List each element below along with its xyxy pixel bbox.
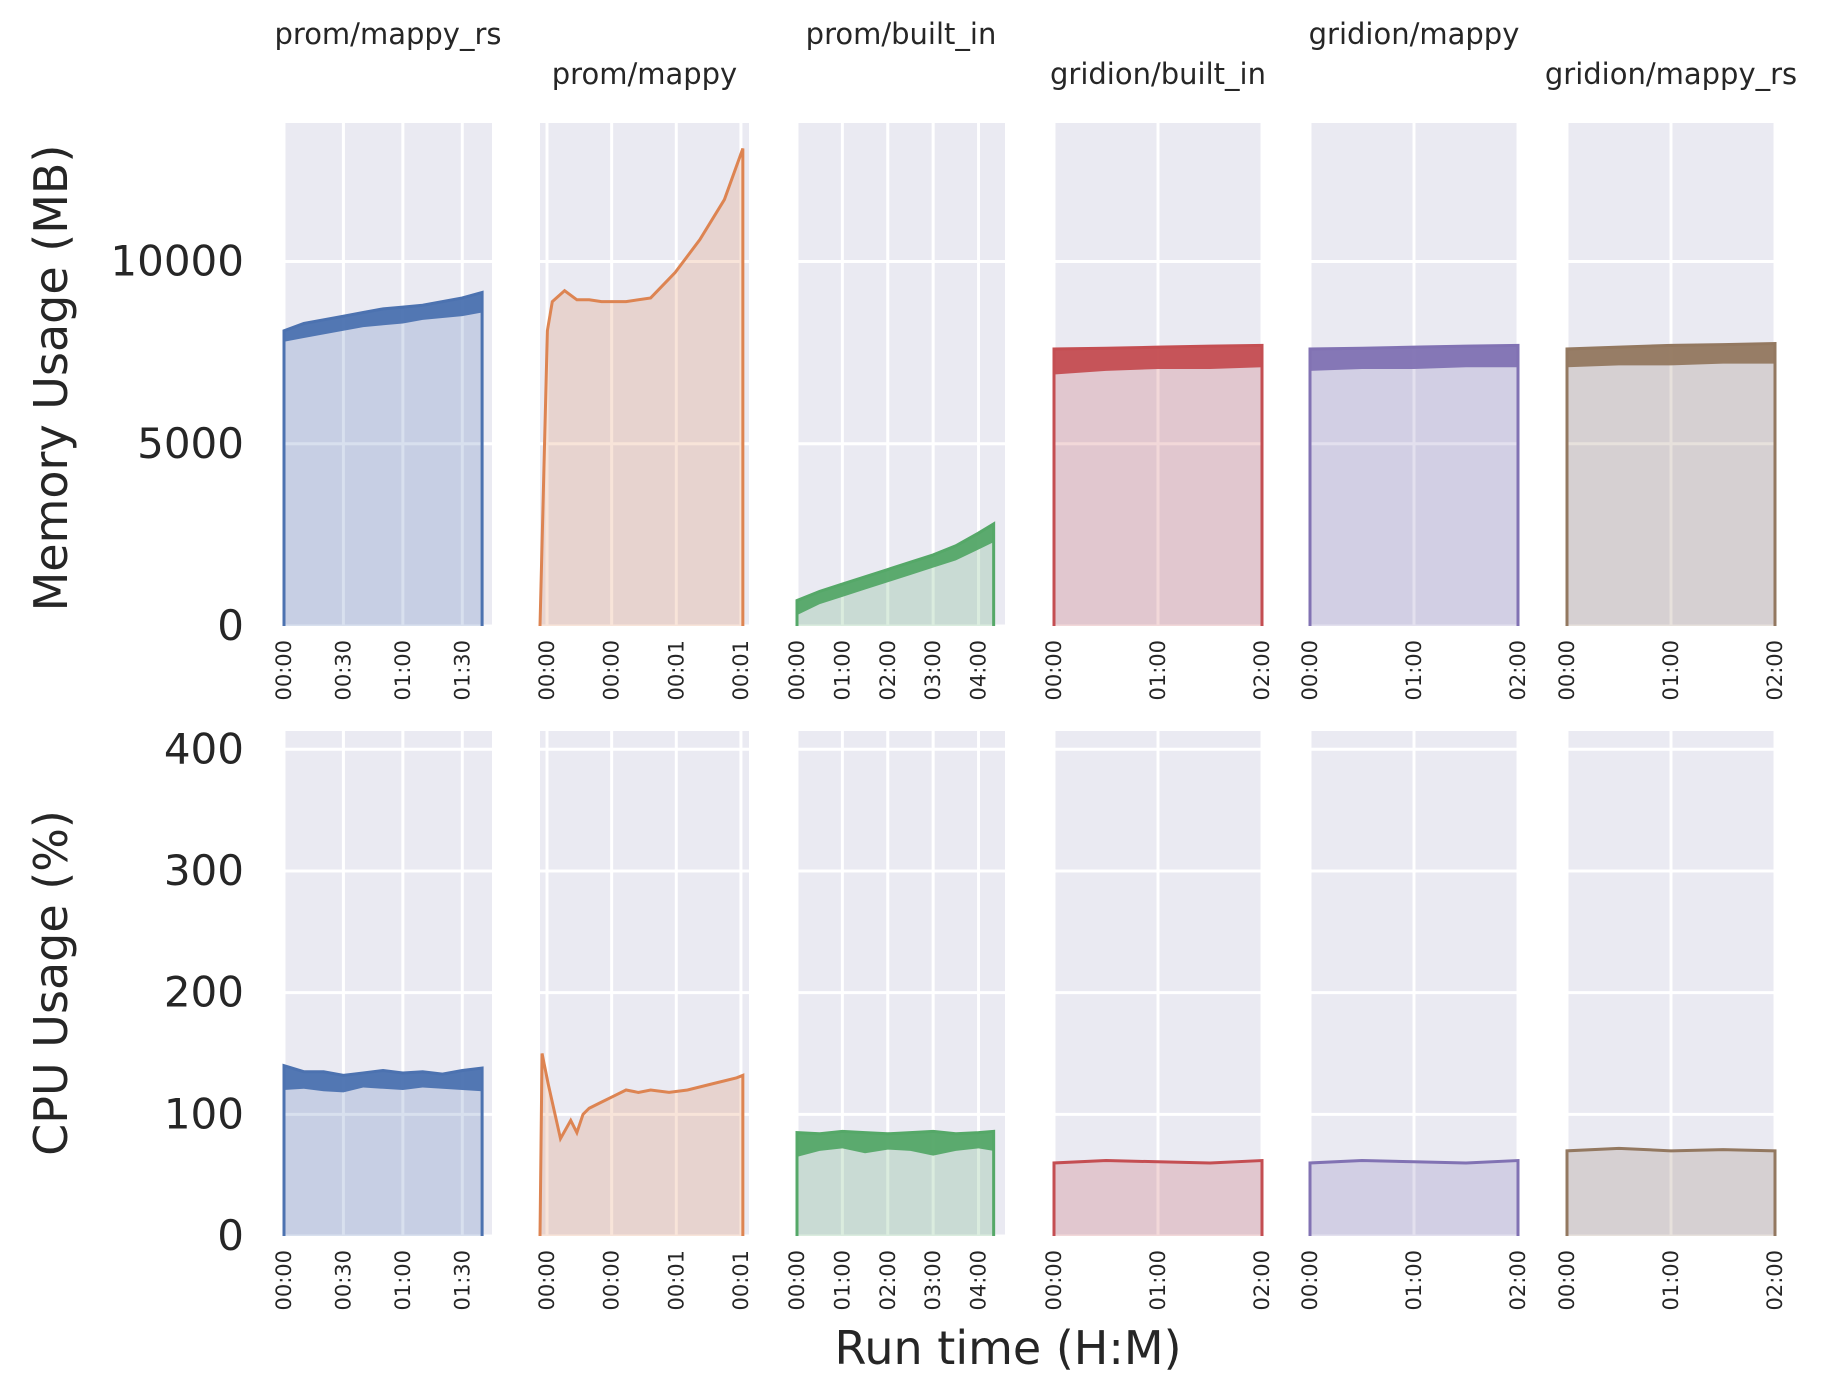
gridion-mappy-rs-cpu-xtick-label: 01:00 — [1659, 1250, 1683, 1311]
prom-mappy-cpu-area-fill — [540, 1053, 743, 1236]
gridion-mappy-rs-cpu-panel: 00:00 01:00 02:00 — [1555, 731, 1787, 1311]
gridion-mappy-cpu-xtick-label: 00:00 — [1298, 1250, 1322, 1311]
gridion-mappy-memory-area-fill — [1310, 345, 1518, 626]
prom-mappy-memory-plot-area — [540, 123, 749, 626]
prom-built-in-cpu-xtick-label: 02:00 — [876, 1250, 900, 1311]
xlabel: Run time (H:M) — [834, 1321, 1181, 1375]
prom-mappy-cpu-xtick-label: 00:01 — [664, 1250, 688, 1311]
gridion-mappy-cpu-area-fill — [1310, 1160, 1518, 1236]
prom-built-in-cpu-panel: 00:00 01:00 02:00 03:00 04:00 — [785, 731, 1005, 1311]
prom-built-in-cpu-xtick-label: 00:00 — [785, 1250, 809, 1311]
prom-mappy-rs-cpu-panel: 0 100 200 300 400 00:00 00:30 01:00 01:30 — [164, 724, 492, 1311]
panels: 0 5000 10000 00:00 00:30 01:00 01:30 prom/mappy… — [110, 17, 1797, 1311]
gridion-built-in-memory-range-band — [1054, 345, 1262, 375]
gridion-mappy-memory-range-band — [1310, 345, 1518, 371]
prom-mappy-memory-area-fill — [540, 148, 743, 626]
prom-mappy-rs-cpu-xtick-label: 01:30 — [450, 1250, 474, 1311]
prom-built-in-cpu-series-line — [795, 1129, 996, 1236]
gridion-built-in-memory-title: gridion/built_in — [1050, 57, 1266, 91]
prom-built-in-memory-xtick-label: 02:00 — [876, 640, 900, 701]
gridion-built-in-cpu-xtick-label: 02:00 — [1250, 1250, 1274, 1311]
gridion-built-in-memory-area-fill — [1054, 345, 1262, 626]
gridion-mappy-rs-memory-xtick-label: 01:00 — [1659, 640, 1683, 701]
prom-mappy-rs-memory-ytick-label: 0 — [217, 601, 244, 650]
prom-mappy-rs-cpu-ytick-label: 100 — [164, 1089, 244, 1138]
gridion-mappy-rs-cpu-xtick-label: 00:00 — [1555, 1250, 1579, 1311]
prom-built-in-cpu-plot-area — [797, 731, 1005, 1236]
prom-mappy-rs-cpu-ytick-label: 400 — [164, 724, 244, 773]
gridion-mappy-memory-xtick-label: 02:00 — [1506, 640, 1530, 701]
prom-mappy-rs-memory-plot-area — [284, 123, 492, 626]
prom-mappy-rs-cpu-xtick-label: 01:00 — [391, 1250, 415, 1311]
prom-mappy-memory-xtick-label: 00:01 — [729, 640, 753, 701]
prom-mappy-rs-cpu-plot-area — [284, 731, 492, 1236]
prom-mappy-rs-memory-panel: 0 5000 10000 00:00 00:30 01:00 01:30 prom/mappy… — [110, 17, 501, 701]
gridion-mappy-rs-cpu-xtick-label: 02:00 — [1763, 1250, 1787, 1311]
gridion-mappy-memory-panel: 00:00 01:00 02:00 gridion/mappy — [1298, 17, 1530, 701]
prom-mappy-memory-xtick-label: 00:00 — [535, 640, 559, 701]
prom-mappy-memory-xtick-label: 00:00 — [600, 640, 624, 701]
prom-mappy-rs-memory-xtick-label: 00:00 — [272, 640, 296, 701]
prom-built-in-cpu-xtick-label: 01:00 — [830, 1250, 854, 1311]
gridion-mappy-rs-cpu-area-fill — [1567, 1148, 1775, 1236]
prom-built-in-cpu-xtick-label: 03:00 — [921, 1250, 945, 1311]
gridion-mappy-rs-memory-area-fill — [1567, 343, 1775, 626]
prom-built-in-memory-range-band — [797, 523, 994, 616]
gridion-mappy-memory-xtick-label: 01:00 — [1402, 640, 1426, 701]
gridion-built-in-cpu-xtick-label: 01:00 — [1146, 1250, 1170, 1311]
gridion-built-in-memory-panel: 00:00 01:00 02:00 gridion/built_in — [1042, 57, 1274, 701]
prom-mappy-rs-cpu-xtick-label: 00:30 — [331, 1250, 355, 1311]
prom-mappy-rs-cpu-xtick-label: 00:00 — [272, 1250, 296, 1311]
gridion-built-in-cpu-xtick-label: 00:00 — [1042, 1250, 1066, 1311]
prom-mappy-rs-cpu-ytick-label: 300 — [164, 846, 244, 895]
prom-mappy-cpu-xtick-label: 00:01 — [729, 1250, 753, 1311]
prom-mappy-cpu-xtick-label: 00:00 — [535, 1250, 559, 1311]
gridion-mappy-rs-memory-xtick-label: 02:00 — [1763, 640, 1787, 701]
prom-mappy-memory-panel: 00:00 00:00 00:01 00:01 prom/mappy — [535, 57, 753, 701]
memory-row-ylabel: Memory Usage (MB) — [24, 145, 78, 612]
prom-mappy-cpu-panel: 00:00 00:00 00:01 00:01 — [535, 731, 753, 1311]
prom-mappy-rs-memory-ytick-label: 5000 — [137, 419, 244, 468]
gridion-built-in-memory-xtick-label: 01:00 — [1146, 640, 1170, 701]
prom-mappy-rs-memory-xtick-label: 00:30 — [331, 640, 355, 701]
prom-mappy-rs-cpu-ytick-label: 0 — [217, 1211, 244, 1260]
prom-built-in-memory-xtick-label: 04:00 — [967, 640, 991, 701]
prom-mappy-memory-title: prom/mappy — [552, 57, 737, 91]
gridion-mappy-rs-memory-panel: 00:00 01:00 02:00 gridion/mappy_rs — [1545, 57, 1797, 701]
prom-built-in-memory-series-line — [795, 521, 996, 626]
gridion-mappy-rs-memory-range-band — [1567, 343, 1775, 368]
prom-built-in-cpu-area-fill — [797, 1131, 994, 1236]
cpu-row-ylabel: CPU Usage (%) — [24, 810, 78, 1156]
gridion-built-in-cpu-area-fill — [1054, 1160, 1262, 1236]
prom-mappy-rs-cpu-ytick-label: 200 — [164, 968, 244, 1017]
gridion-mappy-cpu-xtick-label: 01:00 — [1402, 1250, 1426, 1311]
prom-mappy-rs-memory-area-fill — [284, 292, 483, 626]
gridion-mappy-memory-title: gridion/mappy — [1309, 17, 1520, 51]
prom-mappy-rs-memory-xtick-label: 01:00 — [391, 640, 415, 701]
prom-mappy-rs-memory-title: prom/mappy_rs — [275, 17, 502, 51]
prom-built-in-memory-title: prom/built_in — [806, 17, 997, 51]
prom-mappy-rs-cpu-area-fill — [284, 1065, 483, 1236]
gridion-mappy-rs-memory-xtick-label: 00:00 — [1555, 640, 1579, 701]
prom-mappy-memory-xtick-label: 00:01 — [664, 640, 688, 701]
prom-mappy-cpu-xtick-label: 00:00 — [600, 1250, 624, 1311]
gridion-mappy-memory-xtick-label: 00:00 — [1298, 640, 1322, 701]
prom-mappy-rs-memory-xtick-label: 01:30 — [450, 640, 474, 701]
gridion-built-in-memory-xtick-label: 02:00 — [1250, 640, 1274, 701]
prom-mappy-rs-cpu-range-band — [284, 1065, 483, 1093]
gridion-mappy-cpu-panel: 00:00 01:00 02:00 — [1298, 731, 1530, 1311]
gridion-built-in-cpu-panel: 00:00 01:00 02:00 — [1042, 731, 1274, 1311]
prom-built-in-cpu-range-band — [797, 1131, 994, 1157]
prom-mappy-cpu-plot-area — [540, 731, 749, 1236]
prom-built-in-memory-xtick-label: 01:00 — [830, 640, 854, 701]
gridion-mappy-cpu-xtick-label: 02:00 — [1506, 1250, 1530, 1311]
gridion-built-in-memory-xtick-label: 00:00 — [1042, 640, 1066, 701]
prom-built-in-memory-panel: 00:00 01:00 02:00 03:00 04:00 prom/built_in — [785, 17, 1005, 701]
prom-built-in-memory-xtick-label: 00:00 — [785, 640, 809, 701]
gridion-mappy-rs-memory-title: gridion/mappy_rs — [1545, 57, 1797, 91]
prom-built-in-memory-xtick-label: 03:00 — [921, 640, 945, 701]
prom-mappy-rs-memory-ytick-label: 10000 — [110, 237, 244, 286]
prom-built-in-cpu-xtick-label: 04:00 — [967, 1250, 991, 1311]
